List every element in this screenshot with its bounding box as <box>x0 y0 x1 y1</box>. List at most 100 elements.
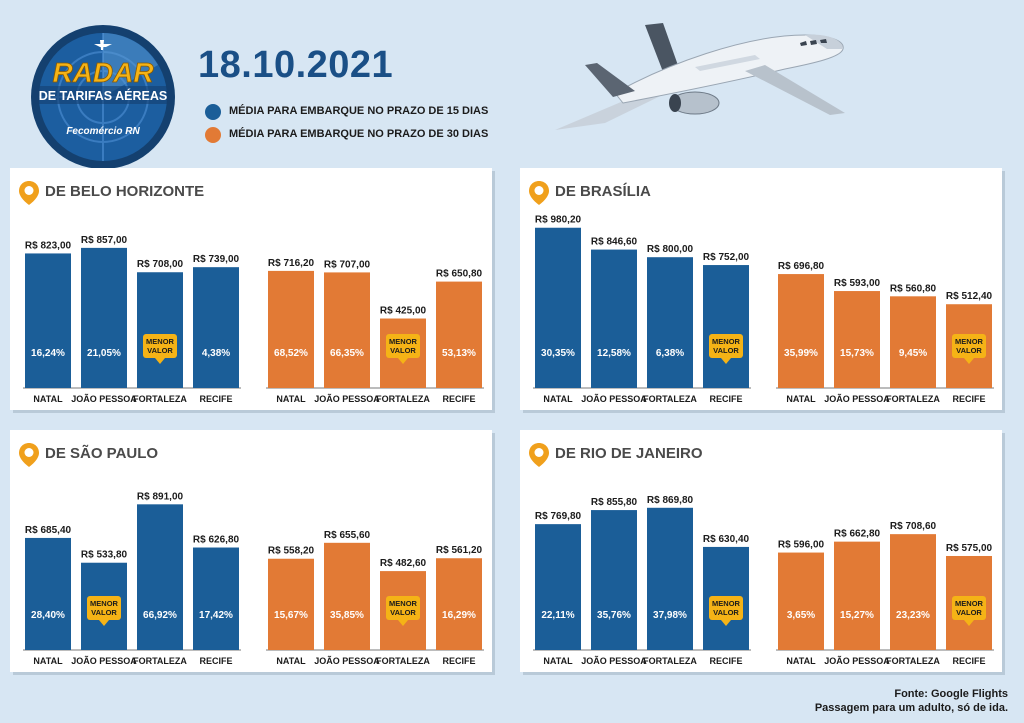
badge-label: MENOR <box>389 337 418 346</box>
category-label: JOÃO PESSOA <box>314 656 380 666</box>
category-label: RECIFE <box>199 656 232 666</box>
value-label: R$ 769,80 <box>535 511 582 522</box>
badge-pointer <box>964 620 974 626</box>
category-label: JOÃO PESSOA <box>581 394 647 404</box>
panel-brasilia: DE BRASÍLIA R$ 980,20 NATAL 30,35% R$ 846,6… <box>520 168 1002 410</box>
bar <box>778 274 824 388</box>
value-label: R$ 980,20 <box>535 215 582 226</box>
badge-pointer <box>398 358 408 364</box>
badge-label: MENOR <box>389 599 418 608</box>
bar <box>193 267 239 388</box>
value-label: R$ 593,00 <box>834 278 881 289</box>
bar <box>778 552 824 650</box>
value-label: R$ 891,00 <box>137 491 184 502</box>
menor-valor-badge <box>386 596 420 620</box>
value-label: R$ 823,00 <box>25 240 72 251</box>
value-label: R$ 560,80 <box>890 283 937 294</box>
value-label: R$ 561,20 <box>436 545 483 556</box>
legend-swatch-orange <box>205 127 221 143</box>
badge-pointer <box>964 358 974 364</box>
value-label: R$ 685,40 <box>25 525 72 536</box>
badge-label: VALOR <box>956 346 982 355</box>
category-label: RECIFE <box>442 394 475 404</box>
percent-label: 22,11% <box>541 610 574 621</box>
value-label: R$ 533,80 <box>81 550 128 561</box>
percent-label: 15,73% <box>840 348 874 359</box>
badge-label: VALOR <box>956 608 982 617</box>
percent-label: 68,52% <box>274 348 308 359</box>
bar <box>535 524 581 650</box>
menor-valor-badge <box>952 334 986 358</box>
value-label: R$ 425,00 <box>380 306 427 317</box>
badge-pointer <box>155 358 165 364</box>
category-label: FORTALEZA <box>133 394 187 404</box>
value-label: R$ 655,60 <box>324 530 371 541</box>
bar <box>25 537 71 650</box>
category-label: RECIFE <box>952 656 985 666</box>
percent-label: 16,24% <box>31 348 65 359</box>
bar <box>535 227 581 388</box>
badge-label: VALOR <box>390 608 416 617</box>
badge-label: VALOR <box>147 346 173 355</box>
percent-label: 9,45% <box>899 348 927 359</box>
bar <box>137 504 183 650</box>
badge-label: VALOR <box>91 608 117 617</box>
value-label: R$ 575,00 <box>946 543 993 554</box>
category-label: NATAL <box>786 394 816 404</box>
category-label: NATAL <box>543 656 573 666</box>
value-label: R$ 558,20 <box>268 546 315 557</box>
bar <box>324 542 370 650</box>
category-label: FORTALEZA <box>133 656 187 666</box>
badge-label: MENOR <box>712 337 741 346</box>
bar <box>647 257 693 388</box>
badge-label: VALOR <box>390 346 416 355</box>
radar-logo: RADAR DE TARIFAS AÉREAS Fecomércio RN <box>31 25 175 169</box>
value-label: R$ 855,80 <box>591 497 638 508</box>
badge-pointer <box>721 620 731 626</box>
bar <box>834 291 880 388</box>
value-label: R$ 626,80 <box>193 535 240 546</box>
logo-brand: Fecomércio RN <box>66 126 140 137</box>
airplane-illustration <box>555 23 845 130</box>
menor-valor-badge <box>87 596 121 620</box>
percent-label: 66,92% <box>143 610 177 621</box>
value-label: R$ 482,60 <box>380 558 427 569</box>
bar <box>81 247 127 388</box>
category-label: FORTALEZA <box>376 394 430 404</box>
category-label: NATAL <box>276 394 306 404</box>
bar <box>324 272 370 388</box>
report-date: 18.10.2021 <box>198 44 394 86</box>
percent-label: 37,98% <box>653 610 687 621</box>
panel-belo-horizonte: DE BELO HORIZONTE R$ 823,00 NATAL 16,24% R$… <box>10 168 492 410</box>
category-label: JOÃO PESSOA <box>71 394 137 404</box>
percent-label: 30,35% <box>541 348 575 359</box>
badge-label: MENOR <box>146 337 175 346</box>
bar <box>268 558 314 650</box>
value-label: R$ 650,80 <box>436 269 483 280</box>
category-label: RECIFE <box>952 394 985 404</box>
menor-valor-badge <box>143 334 177 358</box>
percent-label: 35,85% <box>330 610 364 621</box>
category-label: RECIFE <box>709 394 742 404</box>
category-label: JOÃO PESSOA <box>824 394 890 404</box>
footer: Fonte: Google Flights Passagem para um a… <box>815 687 1008 715</box>
menor-valor-badge <box>386 334 420 358</box>
value-label: R$ 869,80 <box>647 495 694 506</box>
menor-valor-badge <box>952 596 986 620</box>
location-pin-icon <box>529 181 549 205</box>
bar <box>890 534 936 650</box>
percent-label: 15,27% <box>840 610 874 621</box>
location-pin-icon <box>19 181 39 205</box>
panel-sao-paulo: DE SÃO PAULO R$ 685,40 NATAL 28,40% R$ 533,… <box>10 430 492 672</box>
category-label: JOÃO PESSOA <box>71 656 137 666</box>
percent-label: 4,38% <box>202 348 230 359</box>
legend-swatch-blue <box>205 104 221 120</box>
value-label: R$ 512,40 <box>946 291 993 302</box>
value-label: R$ 752,00 <box>703 252 750 263</box>
bar <box>703 265 749 388</box>
value-label: R$ 596,00 <box>778 540 825 551</box>
panel-title: DE RIO DE JANEIRO <box>555 445 703 462</box>
panel-title: DE SÃO PAULO <box>45 445 159 462</box>
percent-label: 35,76% <box>597 610 631 621</box>
bar <box>890 296 936 388</box>
